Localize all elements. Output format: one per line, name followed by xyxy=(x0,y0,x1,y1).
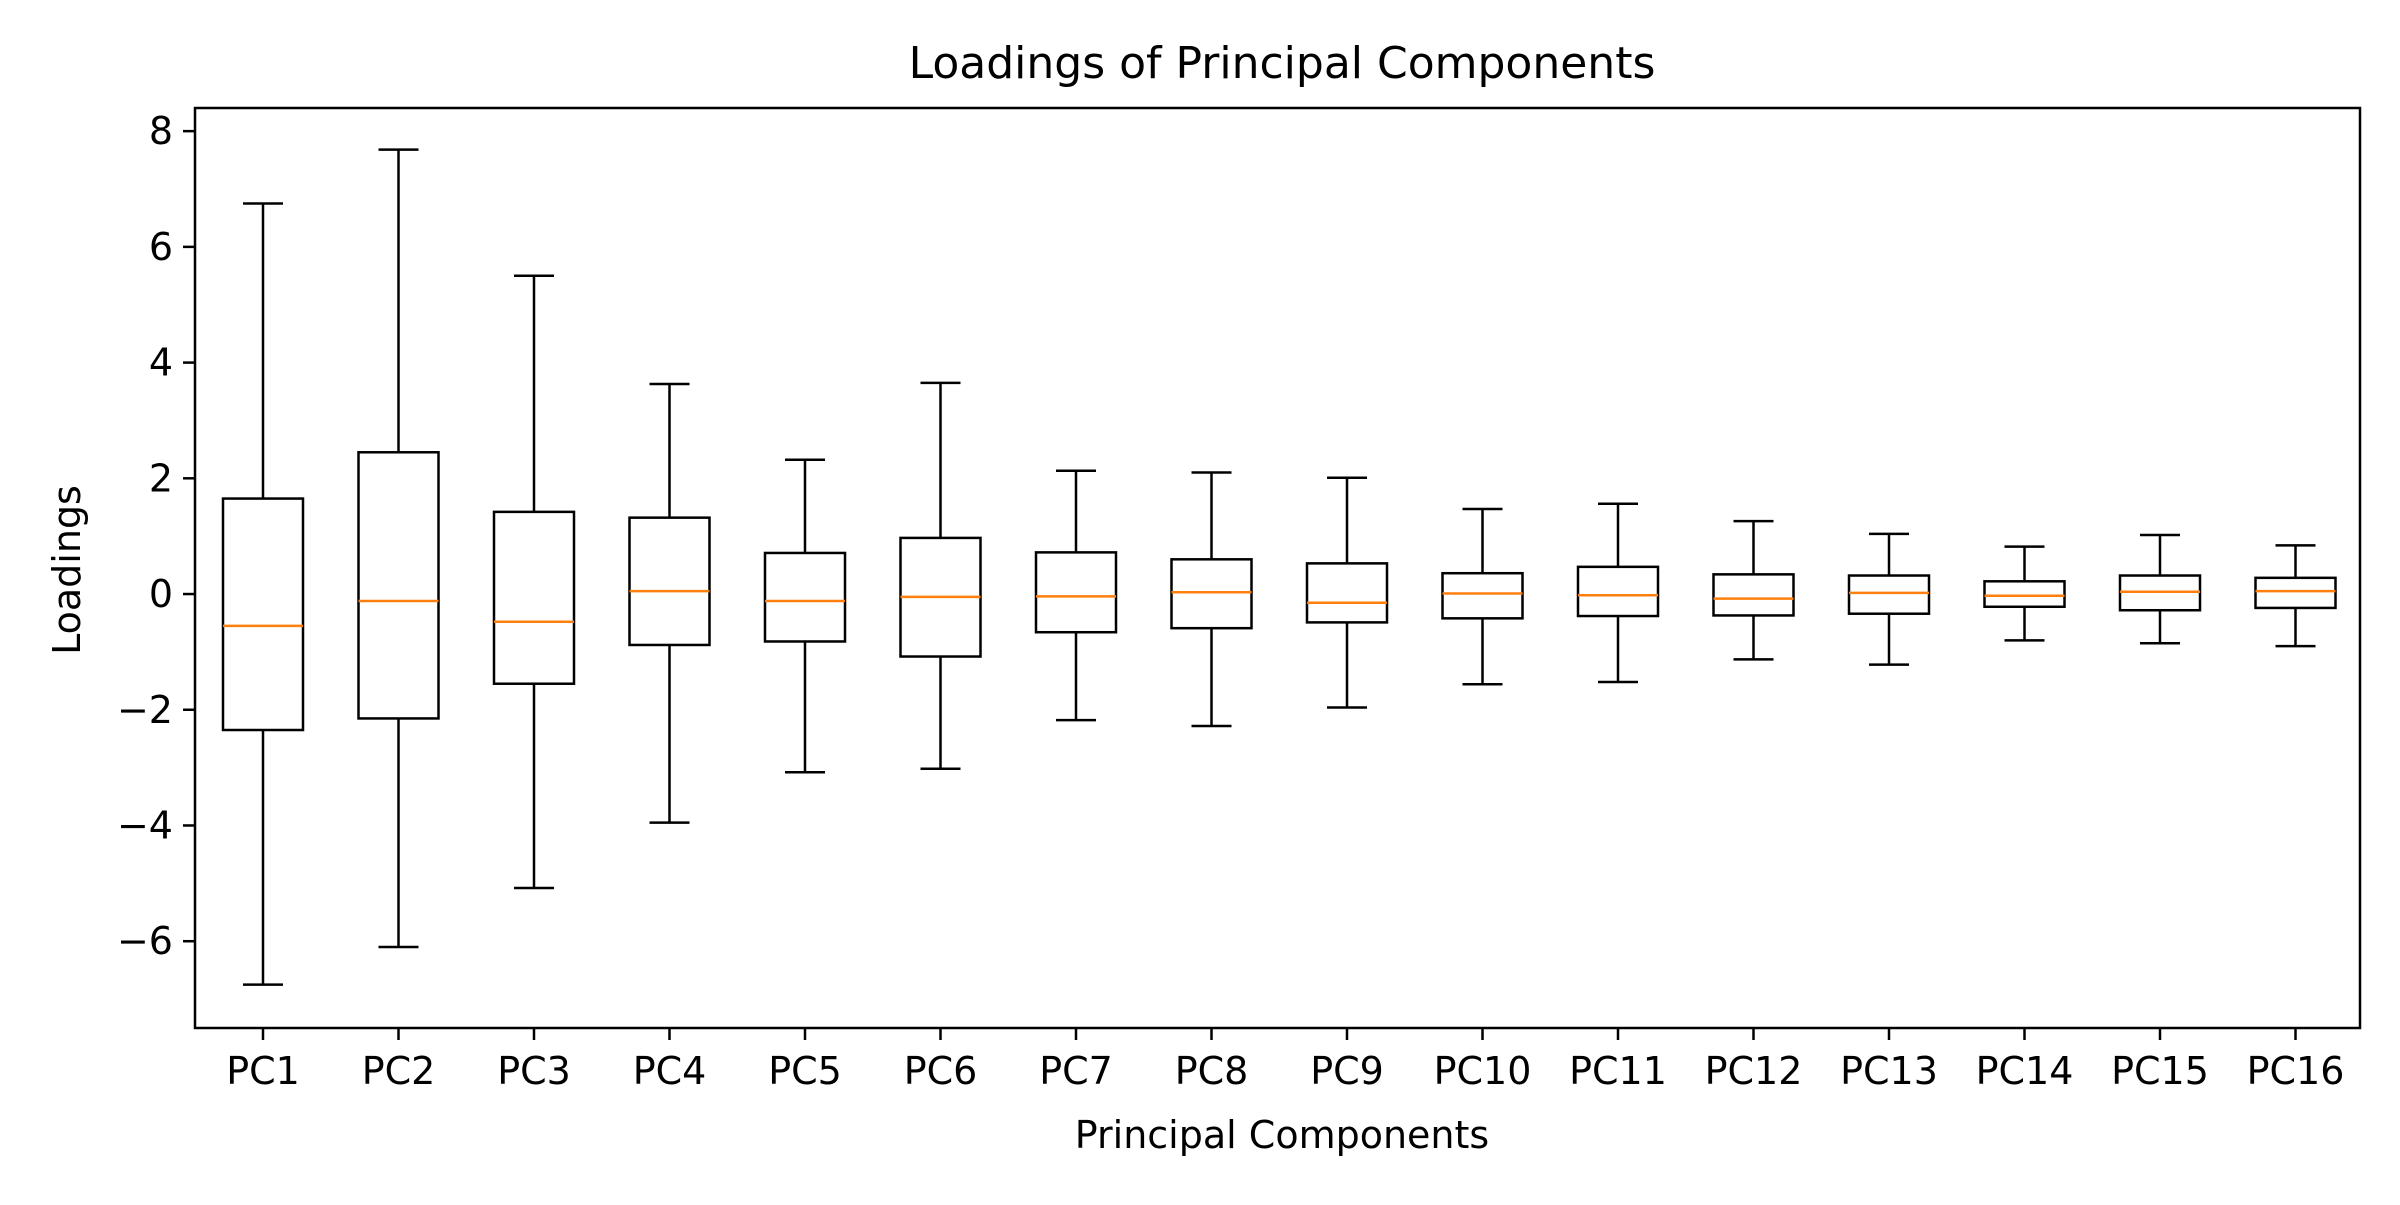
iqr-box xyxy=(1170,558,1253,630)
box-pc8 xyxy=(1170,471,1253,728)
x-tick-label: PC15 xyxy=(2111,1049,2209,1093)
x-tick-label: PC11 xyxy=(1569,1049,1667,1093)
y-tick-label: 0 xyxy=(149,572,173,616)
box-pc15 xyxy=(2118,533,2202,645)
x-tick-label: PC7 xyxy=(1039,1049,1113,1093)
x-tick-label: PC4 xyxy=(633,1049,707,1093)
box-pc11 xyxy=(1576,502,1660,684)
box-pc9 xyxy=(1305,476,1389,709)
box-pc16 xyxy=(2254,544,2337,648)
iqr-box xyxy=(1441,571,1524,620)
iqr-box xyxy=(1034,551,1118,634)
y-tick-label: −4 xyxy=(117,803,173,847)
box-pc7 xyxy=(1034,469,1118,722)
x-axis: PC1 PC2 PC3 PC4 PC5 PC6 PC7 PC8 PC9 PC10 PC11 PC12 P… xyxy=(226,1028,2344,1093)
x-tick-label: PC6 xyxy=(904,1049,978,1093)
iqr-box xyxy=(2254,576,2337,610)
x-tick-label: PC3 xyxy=(497,1049,571,1093)
box-pc13 xyxy=(1847,532,1931,666)
x-tick-label: PC10 xyxy=(1434,1049,1532,1093)
axes-frame xyxy=(193,106,2362,1030)
x-tick-label: PC5 xyxy=(768,1049,842,1093)
iqr-box xyxy=(1847,574,1931,615)
box-pc14 xyxy=(1983,545,2066,642)
y-tick-label: 6 xyxy=(149,225,173,269)
x-tick-label: PC12 xyxy=(1705,1049,1803,1093)
x-tick-label: PC13 xyxy=(1840,1049,1938,1093)
y-tick-label: −2 xyxy=(117,688,173,732)
x-tick-label: PC16 xyxy=(2247,1049,2345,1093)
y-axis: −6 −4 −2 0 2 4 6 8 xyxy=(117,109,195,963)
plot-area xyxy=(221,148,2337,986)
iqr-box xyxy=(1305,562,1389,624)
chart-title: Loadings of Principal Components xyxy=(909,38,1656,89)
box-pc3 xyxy=(492,274,576,890)
iqr-box xyxy=(357,451,440,720)
y-tick-label: 4 xyxy=(149,341,173,385)
box-pc10 xyxy=(1441,507,1524,686)
iqr-box xyxy=(221,497,305,732)
x-axis-label: Principal Components xyxy=(1075,1113,1489,1157)
x-tick-label: PC14 xyxy=(1976,1049,2074,1093)
x-tick-label: PC8 xyxy=(1175,1049,1249,1093)
iqr-box xyxy=(492,510,576,685)
x-tick-label: PC2 xyxy=(362,1049,436,1093)
iqr-box xyxy=(1576,565,1660,618)
box-pc6 xyxy=(899,381,982,771)
iqr-box xyxy=(1712,573,1795,617)
y-tick-label: 8 xyxy=(149,109,173,153)
box-pc5 xyxy=(763,458,847,774)
iqr-box xyxy=(763,551,847,643)
iqr-box xyxy=(1983,580,2066,609)
box-pc1 xyxy=(221,202,305,986)
x-tick-label: PC1 xyxy=(226,1049,300,1093)
y-tick-label: 2 xyxy=(149,456,173,500)
y-axis-label: Loadings xyxy=(45,485,89,655)
y-tick-label: −6 xyxy=(117,919,173,963)
iqr-box xyxy=(628,516,711,647)
box-pc12 xyxy=(1712,519,1795,661)
x-tick-label: PC9 xyxy=(1310,1049,1384,1093)
box-pc4 xyxy=(628,382,711,824)
box-pc2 xyxy=(357,148,440,949)
